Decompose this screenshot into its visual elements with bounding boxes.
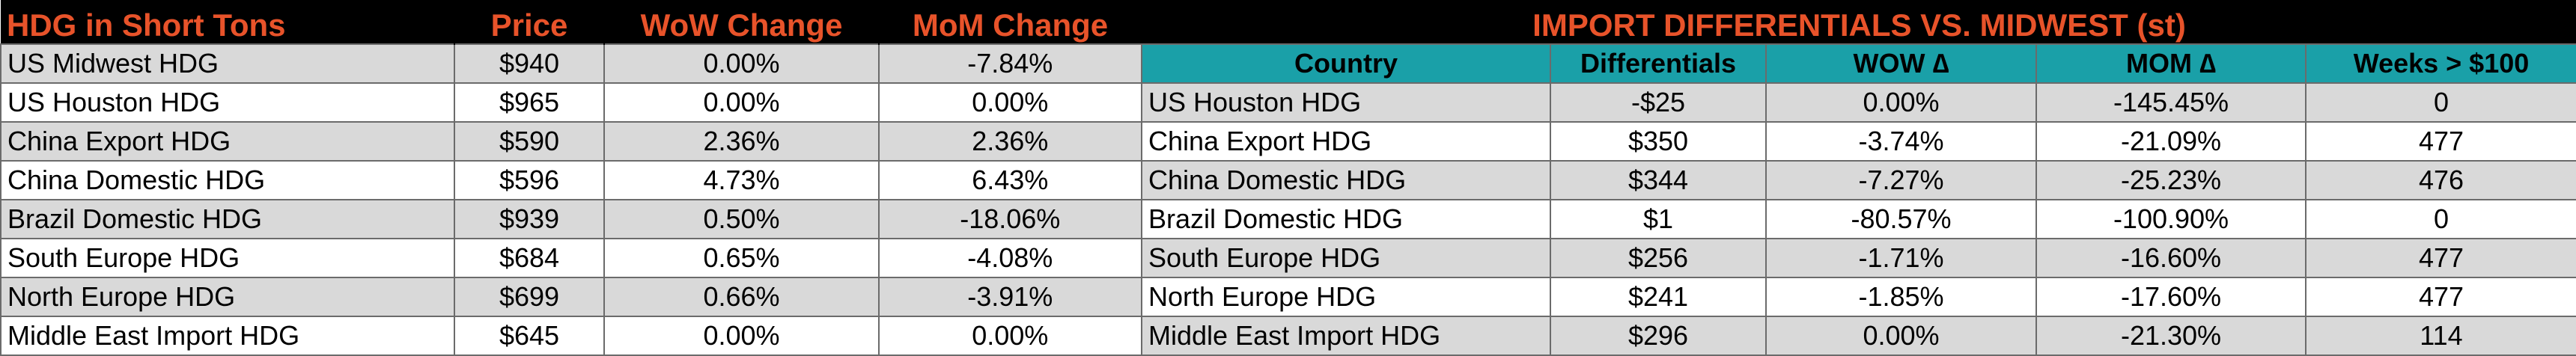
wow-change-value: 0.50% bbox=[603, 199, 880, 239]
wow-change-value: 0.65% bbox=[603, 238, 880, 278]
table-row: US Houston HDG $965 0.00% 0.00% bbox=[0, 82, 1143, 123]
product-name: China Domestic HDG bbox=[0, 160, 455, 200]
mom-delta-value: -145.45% bbox=[2035, 82, 2306, 123]
table-row: China Domestic HDG $596 4.73% 6.43% bbox=[0, 160, 1143, 200]
header-differentials: Differentials bbox=[1550, 43, 1767, 84]
mom-change-value: -4.08% bbox=[878, 238, 1143, 278]
product-name: South Europe HDG bbox=[0, 238, 455, 278]
differential-value: $256 bbox=[1550, 238, 1767, 278]
product-name: US Houston HDG bbox=[0, 82, 455, 123]
weeks-value: 0 bbox=[2305, 82, 2576, 123]
price-value: $939 bbox=[454, 199, 605, 239]
import-differentials-table: IMPORT DIFFERENTIALS VS. MIDWEST (st) Co… bbox=[1141, 0, 2576, 356]
table-row: South Europe HDG $684 0.65% -4.08% bbox=[0, 238, 1143, 278]
country-name: US Houston HDG bbox=[1141, 82, 1551, 123]
differential-value: $296 bbox=[1550, 316, 1767, 356]
table-row: US Houston HDG -$25 0.00% -145.45% 0 bbox=[1141, 82, 2576, 123]
header-price: Price bbox=[454, 0, 605, 44]
product-name: Middle East Import HDG bbox=[0, 316, 455, 356]
wow-delta-value: -7.27% bbox=[1765, 160, 2037, 200]
wow-change-value: 2.36% bbox=[603, 121, 880, 162]
wow-delta-value: 0.00% bbox=[1765, 316, 2037, 356]
wow-change-value: 0.66% bbox=[603, 277, 880, 317]
table-row: China Export HDG $350 -3.74% -21.09% 477 bbox=[1141, 121, 2576, 162]
table-row: South Europe HDG $256 -1.71% -16.60% 477 bbox=[1141, 238, 2576, 278]
country-name: North Europe HDG bbox=[1141, 277, 1551, 317]
country-name: South Europe HDG bbox=[1141, 238, 1551, 278]
differential-value: -$25 bbox=[1550, 82, 1767, 123]
mom-change-value: 6.43% bbox=[878, 160, 1143, 200]
mom-delta-value: -17.60% bbox=[2035, 277, 2306, 317]
header-country: Country bbox=[1141, 43, 1551, 84]
product-name: North Europe HDG bbox=[0, 277, 455, 317]
table-row: Middle East Import HDG $296 0.00% -21.30… bbox=[1141, 316, 2576, 356]
price-value: $940 bbox=[454, 43, 605, 84]
weeks-value: 476 bbox=[2305, 160, 2576, 200]
wow-delta-value: 0.00% bbox=[1765, 82, 2037, 123]
hdg-prices-table: HDG in Short Tons Price WoW Change MoM C… bbox=[0, 0, 1143, 356]
weeks-value: 477 bbox=[2305, 121, 2576, 162]
wow-delta-value: -3.74% bbox=[1765, 121, 2037, 162]
price-value: $684 bbox=[454, 238, 605, 278]
differential-value: $350 bbox=[1550, 121, 1767, 162]
country-name: China Export HDG bbox=[1141, 121, 1551, 162]
product-name: US Midwest HDG bbox=[0, 43, 455, 84]
table-row: North Europe HDG $699 0.66% -3.91% bbox=[0, 277, 1143, 317]
table-row: US Midwest HDG $940 0.00% -7.84% bbox=[0, 43, 1143, 84]
differential-value: $1 bbox=[1550, 199, 1767, 239]
weeks-value: 0 bbox=[2305, 199, 2576, 239]
table-row: China Domestic HDG $344 -7.27% -25.23% 4… bbox=[1141, 160, 2576, 200]
differential-value: $241 bbox=[1550, 277, 1767, 317]
import-differentials-title-row: IMPORT DIFFERENTIALS VS. MIDWEST (st) bbox=[1142, 0, 2576, 44]
header-mom-change: MoM Change bbox=[879, 0, 1142, 44]
import-differentials-header-row: Country Differentials WOW ∆ MOM ∆ Weeks … bbox=[1141, 43, 2576, 84]
price-value: $590 bbox=[454, 121, 605, 162]
weeks-value: 114 bbox=[2305, 316, 2576, 356]
wow-delta-value: -1.71% bbox=[1765, 238, 2037, 278]
mom-delta-value: -21.30% bbox=[2035, 316, 2306, 356]
header-hdg-short-tons: HDG in Short Tons bbox=[1, 0, 455, 44]
mom-delta-value: -16.60% bbox=[2035, 238, 2306, 278]
country-name: Middle East Import HDG bbox=[1141, 316, 1551, 356]
table-row: North Europe HDG $241 -1.85% -17.60% 477 bbox=[1141, 277, 2576, 317]
mom-delta-value: -21.09% bbox=[2035, 121, 2306, 162]
price-value: $645 bbox=[454, 316, 605, 356]
product-name: China Export HDG bbox=[0, 121, 455, 162]
mom-change-value: -18.06% bbox=[878, 199, 1143, 239]
mom-change-value: 0.00% bbox=[878, 316, 1143, 356]
country-name: China Domestic HDG bbox=[1141, 160, 1551, 200]
mom-delta-value: -25.23% bbox=[2035, 160, 2306, 200]
weeks-value: 477 bbox=[2305, 238, 2576, 278]
header-wow-delta: WOW ∆ bbox=[1765, 43, 2037, 84]
wow-change-value: 0.00% bbox=[603, 316, 880, 356]
weeks-value: 477 bbox=[2305, 277, 2576, 317]
price-value: $596 bbox=[454, 160, 605, 200]
table-row: China Export HDG $590 2.36% 2.36% bbox=[0, 121, 1143, 162]
mom-change-value: -3.91% bbox=[878, 277, 1143, 317]
mom-change-value: -7.84% bbox=[878, 43, 1143, 84]
table-row: Brazil Domestic HDG $1 -80.57% -100.90% … bbox=[1141, 199, 2576, 239]
header-mom-delta: MOM ∆ bbox=[2035, 43, 2306, 84]
product-name: Brazil Domestic HDG bbox=[0, 199, 455, 239]
table-row: Brazil Domestic HDG $939 0.50% -18.06% bbox=[0, 199, 1143, 239]
hdg-prices-header-row: HDG in Short Tons Price WoW Change MoM C… bbox=[1, 0, 1142, 44]
price-value: $965 bbox=[454, 82, 605, 123]
mom-change-value: 2.36% bbox=[878, 121, 1143, 162]
table-title: IMPORT DIFFERENTIALS VS. MIDWEST (st) bbox=[1142, 0, 2576, 44]
country-name: Brazil Domestic HDG bbox=[1141, 199, 1551, 239]
wow-delta-value: -80.57% bbox=[1765, 199, 2037, 239]
table-row: Middle East Import HDG $645 0.00% 0.00% bbox=[0, 316, 1143, 356]
wow-change-value: 0.00% bbox=[603, 43, 880, 84]
wow-delta-value: -1.85% bbox=[1765, 277, 2037, 317]
mom-delta-value: -100.90% bbox=[2035, 199, 2306, 239]
price-value: $699 bbox=[454, 277, 605, 317]
header-wow-change: WoW Change bbox=[604, 0, 880, 44]
wow-change-value: 0.00% bbox=[603, 82, 880, 123]
wow-change-value: 4.73% bbox=[603, 160, 880, 200]
mom-change-value: 0.00% bbox=[878, 82, 1143, 123]
header-weeks-over-100: Weeks > $100 bbox=[2305, 43, 2576, 84]
differential-value: $344 bbox=[1550, 160, 1767, 200]
